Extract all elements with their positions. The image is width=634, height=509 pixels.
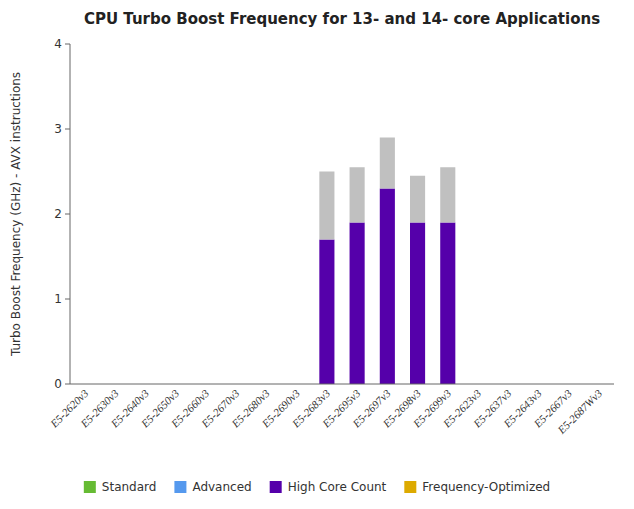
bar (440, 167, 455, 222)
legend-item: Standard (84, 480, 157, 494)
legend-label: Frequency-Optimized (422, 480, 550, 494)
bar (319, 172, 334, 240)
y-tick-label: 0 (54, 377, 62, 391)
y-tick (65, 214, 70, 215)
bar (350, 167, 365, 222)
legend-item: Advanced (174, 480, 251, 494)
bar (319, 240, 334, 385)
y-tick (65, 384, 70, 385)
y-tick-label: 4 (54, 37, 62, 51)
bar (410, 223, 425, 385)
legend-label: High Core Count (288, 480, 387, 494)
legend-item: High Core Count (270, 480, 387, 494)
bars (319, 138, 455, 385)
legend-swatch (404, 481, 416, 493)
y-tick (65, 129, 70, 130)
legend-label: Standard (102, 480, 157, 494)
y-tick (65, 299, 70, 300)
bar (380, 189, 395, 385)
bar (440, 223, 455, 385)
chart: CPU Turbo Boost Frequency for 13- and 14… (0, 0, 634, 509)
x-axis (70, 384, 614, 385)
legend-swatch (270, 481, 282, 493)
legend-swatch (174, 481, 186, 493)
x-tick-label: E5-2687Wv3 (554, 387, 604, 437)
y-tick-label: 1 (54, 292, 62, 306)
y-axis-label: Turbo Boost Frequency (GHz) - AVX instru… (9, 72, 23, 357)
y-axis (70, 44, 71, 384)
bar (380, 138, 395, 189)
legend-item: Frequency-Optimized (404, 480, 550, 494)
title: CPU Turbo Boost Frequency for 13- and 14… (84, 10, 600, 28)
legend: Standard Advanced High Core Count Frequency… (84, 480, 550, 494)
legend-swatch (84, 481, 96, 493)
y-tick-label: 3 (54, 122, 62, 136)
legend-label: Advanced (192, 480, 251, 494)
bar (410, 176, 425, 223)
y-tick (65, 44, 70, 45)
y-tick-label: 2 (54, 207, 62, 221)
bar (350, 223, 365, 385)
